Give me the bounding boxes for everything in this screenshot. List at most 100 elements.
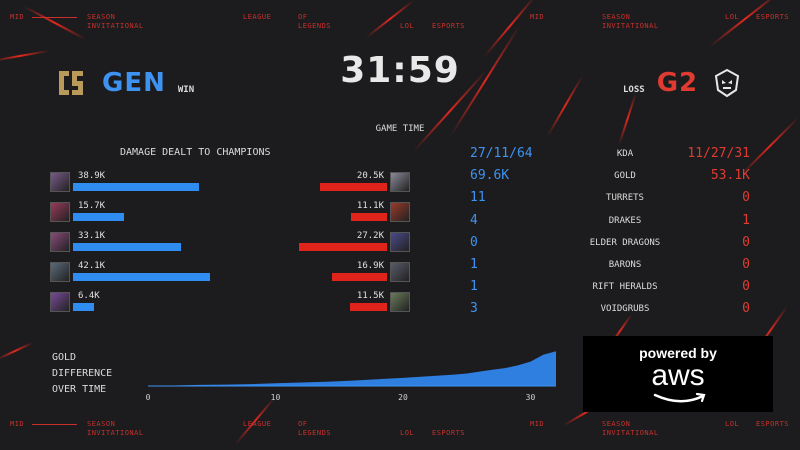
blue-damage-bar <box>73 213 125 221</box>
stat-label: TURRETS <box>606 193 644 204</box>
deco-league: LEAGUE <box>243 13 272 21</box>
deco-lol: LOL <box>400 22 415 30</box>
stat-label: VOIDGRUBS <box>600 304 650 315</box>
champion-portrait-icon <box>50 202 70 222</box>
stat-row: 11 TURRETS 0 <box>470 190 770 212</box>
blue-damage-bar <box>73 243 181 251</box>
deco-mid: MID <box>530 420 545 428</box>
deco-lol: LOL <box>400 429 415 437</box>
deco-invitational: INVITATIONAL <box>87 22 144 30</box>
red-stat-value: 53.1K <box>710 168 750 184</box>
aws-powered-by: powered by <box>639 345 717 361</box>
stat-row: 4 DRAKES 1 <box>470 213 770 235</box>
deco-invitational: INVITATIONAL <box>87 429 144 437</box>
blue-stat-value: 3 <box>470 301 478 317</box>
deco-invitational: INVITATIONAL <box>602 429 659 437</box>
red-stat-value: 0 <box>742 257 750 272</box>
red-slash-decoration <box>23 5 87 41</box>
aws-logo-text: aws <box>651 359 705 392</box>
champion-portrait-icon <box>50 262 70 282</box>
x-tick-label: 30 <box>526 393 536 402</box>
deco-season: SEASON <box>87 420 116 428</box>
red-damage-row: 11.5K <box>230 290 410 314</box>
champion-portrait-icon <box>50 292 70 312</box>
red-damage-bar <box>350 213 387 221</box>
red-team-header: LOSS G2 <box>623 68 742 98</box>
stat-row: 1 BARONS 0 <box>470 257 770 279</box>
blue-damage-row: 15.7K <box>50 200 230 224</box>
deco-of: OF <box>298 13 308 21</box>
deco-esports: ESPORTS <box>432 22 466 30</box>
deco-esports: ESPORTS <box>432 429 466 437</box>
deco-legends: LEGENDS <box>298 22 332 30</box>
stat-row: 3 VOIDGRUBS 0 <box>470 301 770 323</box>
red-damage-row: 20.5K <box>230 170 410 194</box>
red-damage-row: 11.1K <box>230 200 410 224</box>
blue-damage-value: 33.1K <box>78 231 106 241</box>
red-slash-decoration <box>546 75 584 137</box>
blue-team-name: GEN <box>102 68 166 98</box>
red-damage-row: 27.2K <box>230 230 410 254</box>
stat-label: DRAKES <box>608 215 642 226</box>
blue-stat-value: 1 <box>470 279 478 295</box>
champion-portrait-icon <box>390 232 410 252</box>
stat-row: 69.6K GOLD 53.1K <box>470 168 770 190</box>
blue-team-result: WIN <box>177 85 195 95</box>
red-damage-value: 11.1K <box>356 201 384 211</box>
gold-diff-label-line: DIFFERENCE <box>52 368 113 379</box>
deco-lol: LOL <box>725 420 740 428</box>
red-damage-bar <box>349 303 387 311</box>
champion-portrait-icon <box>50 172 70 192</box>
champion-portrait-icon <box>390 262 410 282</box>
red-damage-bar <box>332 273 387 281</box>
blue-damage-row: 33.1K <box>50 230 230 254</box>
deco-legends: LEGENDS <box>298 429 332 437</box>
stat-label: BARONS <box>608 260 642 270</box>
game-timer: 31:59 <box>340 50 460 91</box>
red-damage-bar <box>298 243 387 251</box>
deco-mid: MID <box>10 420 25 428</box>
blue-damage-value: 42.1K <box>78 261 106 271</box>
red-stat-value: 1 <box>742 212 750 228</box>
x-tick-label: 20 <box>398 393 408 402</box>
gold-diff-label: GOLD DIFFERENCE OVER TIME <box>52 350 112 398</box>
g2-logo-icon <box>715 68 740 98</box>
red-damage-value: 20.5K <box>356 171 384 181</box>
blue-team-header: GEN WIN <box>56 68 194 98</box>
deco-line <box>32 17 77 18</box>
red-team-result: LOSS <box>623 85 645 95</box>
red-slash-decoration <box>483 0 537 58</box>
deco-lol: LOL <box>725 13 740 21</box>
red-team-name: G2 <box>656 68 699 98</box>
stat-label: ELDER DRAGONS <box>589 237 661 248</box>
blue-damage-value: 15.7K <box>78 201 106 211</box>
red-stat-value: 11/27/31 <box>687 146 750 161</box>
gen-g-logo-icon <box>59 71 83 95</box>
deco-esports: ESPORTS <box>756 420 790 428</box>
blue-damage-bar <box>73 183 200 191</box>
red-slash-decoration <box>0 49 50 63</box>
deco-season: SEASON <box>602 420 631 428</box>
gold-diff-label-line: GOLD <box>52 352 77 363</box>
x-tick-label: 0 <box>146 393 151 402</box>
stat-row: 27/11/64 KDA 11/27/31 <box>470 146 770 168</box>
blue-stat-value: 4 <box>470 212 478 228</box>
red-damage-value: 27.2K <box>356 231 384 241</box>
damage-section-title: DAMAGE DEALT TO CHAMPIONS <box>120 147 271 158</box>
x-tick-label: 10 <box>271 393 281 402</box>
champion-portrait-icon <box>390 202 410 222</box>
blue-stat-value: 11 <box>470 190 486 206</box>
red-slash-decoration <box>708 0 782 48</box>
champion-portrait-icon <box>50 232 70 252</box>
red-slash-decoration <box>618 92 637 146</box>
stat-row: 1 RIFT HERALDS 0 <box>470 279 770 301</box>
deco-of: OF <box>298 420 308 428</box>
stat-label: KDA <box>616 149 634 159</box>
red-stat-value: 0 <box>742 301 750 317</box>
aws-sponsor-box: powered by aws <box>583 336 773 412</box>
blue-stat-value: 69.6K <box>470 168 510 184</box>
blue-damage-row: 38.9K <box>50 170 230 194</box>
stat-label: GOLD <box>614 171 636 182</box>
blue-damage-bar <box>73 273 210 281</box>
stat-label: RIFT HERALDS <box>592 282 658 293</box>
